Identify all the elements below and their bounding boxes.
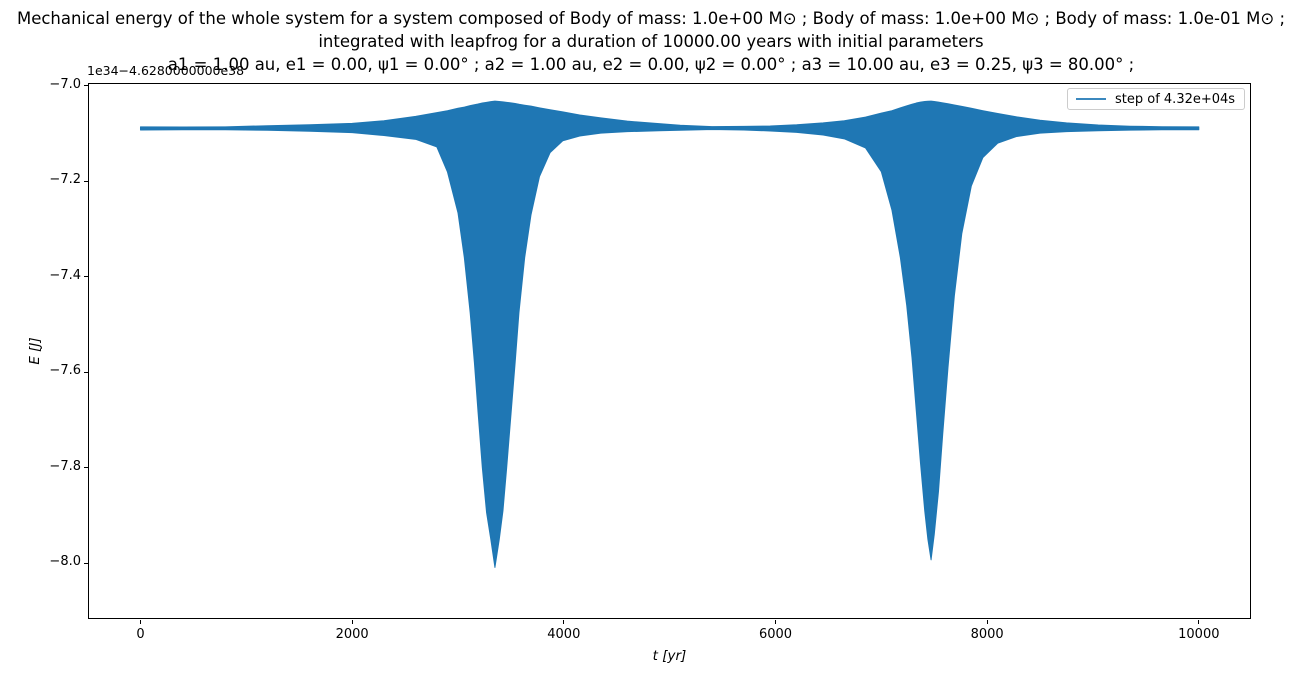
y-axis-offset-label: 1e34−4.6280000000e38 xyxy=(87,63,245,78)
x-tick-label: 4000 xyxy=(547,627,581,642)
y-tick-mark xyxy=(84,85,88,87)
title-line-2: integrated with leapfrog for a duration … xyxy=(318,32,984,51)
x-axis-label: t [yr] xyxy=(652,648,687,664)
x-tick-mark xyxy=(563,620,565,624)
chart-title: Mechanical energy of the whole system fo… xyxy=(0,7,1302,76)
y-tick-mark xyxy=(84,180,88,182)
y-tick-mark xyxy=(84,276,88,278)
legend-line-icon xyxy=(1076,98,1106,100)
energy-band-svg xyxy=(139,100,1200,568)
title-line-3: a1 = 1.00 au, e1 = 0.00, ψ1 = 0.00° ; a2… xyxy=(167,55,1135,74)
x-tick-label: 0 xyxy=(136,627,145,642)
title-line-1: Mechanical energy of the whole system fo… xyxy=(16,9,1286,28)
x-tick-label: 6000 xyxy=(758,627,793,642)
legend-label: step of 4.32e+04s xyxy=(1115,91,1236,107)
x-tick-mark xyxy=(351,620,353,624)
x-tick-mark xyxy=(774,620,776,624)
x-tick-mark xyxy=(1198,620,1200,624)
y-tick-mark xyxy=(84,467,88,469)
x-tick-mark xyxy=(139,620,141,624)
x-tick-label: 2000 xyxy=(335,627,369,642)
y-tick-label: −7.0 xyxy=(49,76,81,92)
x-tick-mark xyxy=(986,620,988,624)
x-tick-label: 10000 xyxy=(1178,627,1220,642)
x-tick-label: 8000 xyxy=(970,627,1004,642)
y-tick-label: −8.0 xyxy=(49,554,81,570)
y-tick-label: −7.8 xyxy=(49,458,81,474)
y-tick-label: −7.4 xyxy=(49,267,81,283)
y-axis-label: E [J] xyxy=(27,337,43,365)
y-tick-label: −7.2 xyxy=(49,172,81,188)
plot-area: step of 4.32e+04s xyxy=(88,83,1251,619)
energy-band xyxy=(139,100,1200,568)
y-tick-mark xyxy=(84,562,88,564)
y-tick-mark xyxy=(84,371,88,373)
legend: step of 4.32e+04s xyxy=(1067,88,1245,110)
y-tick-label: −7.6 xyxy=(49,363,81,379)
